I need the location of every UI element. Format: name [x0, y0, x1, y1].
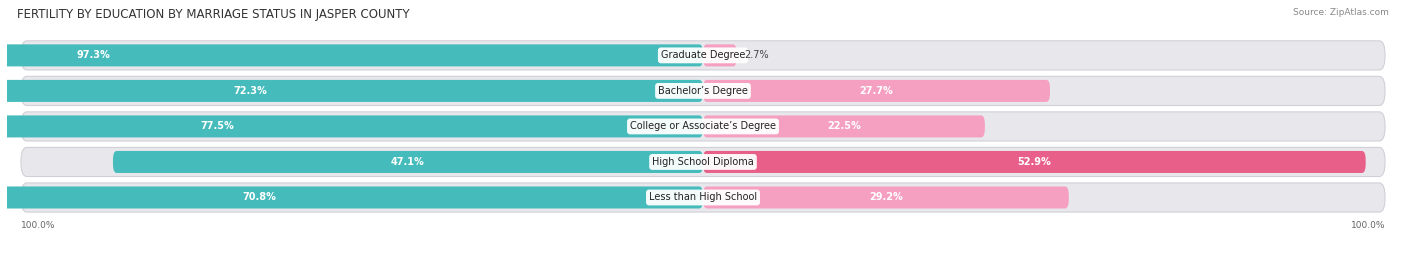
Text: 22.5%: 22.5% — [827, 121, 860, 132]
Text: 70.8%: 70.8% — [243, 193, 277, 203]
Text: Source: ZipAtlas.com: Source: ZipAtlas.com — [1294, 8, 1389, 17]
FancyBboxPatch shape — [21, 183, 1385, 212]
Text: FERTILITY BY EDUCATION BY MARRIAGE STATUS IN JASPER COUNTY: FERTILITY BY EDUCATION BY MARRIAGE STATU… — [17, 8, 409, 21]
Text: 2.7%: 2.7% — [744, 50, 769, 60]
FancyBboxPatch shape — [21, 147, 1385, 176]
FancyBboxPatch shape — [21, 112, 1385, 141]
FancyBboxPatch shape — [703, 151, 1365, 173]
Text: 52.9%: 52.9% — [1018, 157, 1052, 167]
Text: 100.0%: 100.0% — [1351, 221, 1385, 229]
Text: College or Associate’s Degree: College or Associate’s Degree — [630, 121, 776, 132]
FancyBboxPatch shape — [703, 115, 984, 137]
Text: 29.2%: 29.2% — [869, 193, 903, 203]
FancyBboxPatch shape — [0, 186, 703, 208]
Text: 77.5%: 77.5% — [201, 121, 235, 132]
FancyBboxPatch shape — [703, 186, 1069, 208]
FancyBboxPatch shape — [0, 44, 703, 66]
FancyBboxPatch shape — [0, 115, 703, 137]
FancyBboxPatch shape — [112, 151, 703, 173]
Text: 27.7%: 27.7% — [859, 86, 893, 96]
Text: High School Diploma: High School Diploma — [652, 157, 754, 167]
Text: 97.3%: 97.3% — [77, 50, 111, 60]
Text: 47.1%: 47.1% — [391, 157, 425, 167]
FancyBboxPatch shape — [21, 41, 1385, 70]
FancyBboxPatch shape — [703, 44, 737, 66]
Text: Bachelor’s Degree: Bachelor’s Degree — [658, 86, 748, 96]
Text: 72.3%: 72.3% — [233, 86, 267, 96]
FancyBboxPatch shape — [21, 76, 1385, 105]
FancyBboxPatch shape — [0, 80, 703, 102]
Text: Graduate Degree: Graduate Degree — [661, 50, 745, 60]
FancyBboxPatch shape — [703, 80, 1050, 102]
Text: Less than High School: Less than High School — [650, 193, 756, 203]
Text: 100.0%: 100.0% — [21, 221, 55, 229]
